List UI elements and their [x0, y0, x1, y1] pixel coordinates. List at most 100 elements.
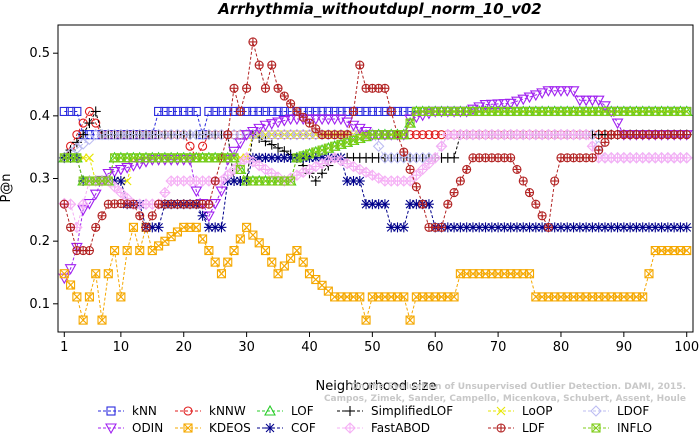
data-point — [436, 222, 447, 232]
data-point — [242, 83, 252, 93]
data-point — [229, 153, 239, 163]
data-point — [166, 106, 176, 117]
data-point — [97, 315, 107, 325]
legend-item-ldf: LDF — [488, 421, 545, 434]
data-point — [247, 155, 259, 168]
data-point — [116, 292, 126, 302]
data-point — [110, 246, 120, 256]
data-point — [328, 114, 341, 126]
data-point — [135, 246, 145, 256]
data-point — [492, 99, 505, 111]
data-point — [594, 145, 604, 155]
data-point — [59, 106, 69, 117]
data-point — [587, 153, 597, 163]
data-point — [537, 211, 547, 221]
legend-label: LoOP — [522, 404, 553, 418]
data-point — [248, 230, 258, 240]
data-point — [355, 292, 365, 302]
data-point — [542, 86, 555, 97]
legend-marker — [345, 406, 355, 416]
data-point — [172, 227, 183, 237]
credit-line-2: Campos, Zimek, Sander, Campello, Micenko… — [324, 394, 686, 404]
data-point — [311, 124, 321, 134]
data-point — [462, 164, 472, 174]
data-point — [504, 98, 517, 110]
data-point — [435, 140, 448, 153]
data-point — [279, 106, 289, 117]
data-point — [240, 152, 253, 164]
legend-item-inflo: INFLO — [583, 421, 652, 434]
data-point — [405, 315, 415, 325]
data-point — [121, 163, 134, 174]
data-point — [399, 147, 409, 157]
data-point — [410, 169, 423, 181]
legend-label: ODIN — [132, 421, 163, 434]
data-point — [411, 182, 421, 192]
legend-label: LDF — [522, 421, 545, 434]
legend-label: kNNW — [209, 404, 246, 418]
data-point — [682, 246, 692, 256]
data-point — [430, 130, 440, 140]
x-tick-label: 100 — [674, 340, 699, 355]
data-point — [273, 269, 283, 279]
data-point — [543, 222, 553, 232]
data-point — [83, 133, 96, 146]
data-point — [341, 157, 353, 170]
legend-item-ldof: LDOF — [583, 404, 649, 418]
data-point — [210, 176, 220, 186]
data-point — [523, 92, 536, 104]
data-point — [128, 199, 138, 209]
data-point — [348, 106, 359, 117]
data-point — [592, 95, 605, 107]
data-point — [304, 118, 315, 128]
series-ldf — [59, 37, 692, 256]
series-inflo — [59, 106, 692, 186]
data-point — [248, 106, 258, 117]
data-point — [379, 199, 390, 210]
data-point — [581, 222, 592, 233]
data-point — [279, 91, 289, 101]
series-cof — [59, 152, 692, 233]
data-point — [606, 222, 617, 233]
data-point — [518, 176, 528, 186]
data-point — [115, 176, 126, 187]
data-point — [114, 164, 127, 176]
data-point — [555, 86, 567, 97]
data-point — [587, 222, 598, 233]
data-point — [399, 292, 409, 302]
data-point — [221, 169, 234, 181]
data-point — [309, 160, 322, 173]
data-point — [253, 123, 266, 135]
x-tick-label: 10 — [113, 340, 130, 355]
data-point — [486, 222, 497, 233]
series-odin — [58, 86, 693, 285]
data-point — [102, 168, 115, 180]
legend-item-odin: ODIN — [98, 421, 163, 434]
data-point — [91, 222, 101, 232]
data-point — [254, 60, 264, 70]
data-point — [228, 146, 240, 158]
series-line — [63, 225, 687, 323]
x-tick-label: 80 — [553, 340, 570, 355]
data-point — [235, 106, 245, 117]
legend-item-knnw: kNNW — [175, 404, 246, 418]
data-point — [374, 106, 384, 117]
legend-item-lof: LOF — [257, 404, 314, 418]
data-point — [593, 222, 604, 233]
data-point — [580, 128, 592, 141]
x-tick-label: 30 — [238, 340, 255, 355]
legend-marker — [183, 423, 193, 433]
data-point — [292, 106, 302, 117]
data-point — [423, 157, 435, 170]
data-point — [405, 164, 415, 174]
data-point — [680, 152, 693, 164]
data-point — [242, 222, 252, 232]
data-point — [266, 152, 277, 163]
data-point — [361, 199, 372, 210]
data-point — [223, 106, 233, 117]
data-point — [204, 246, 214, 256]
y-tick-label: 0.1 — [29, 297, 50, 312]
data-point — [84, 118, 95, 129]
data-point — [147, 211, 157, 221]
legend-marker — [183, 406, 193, 416]
